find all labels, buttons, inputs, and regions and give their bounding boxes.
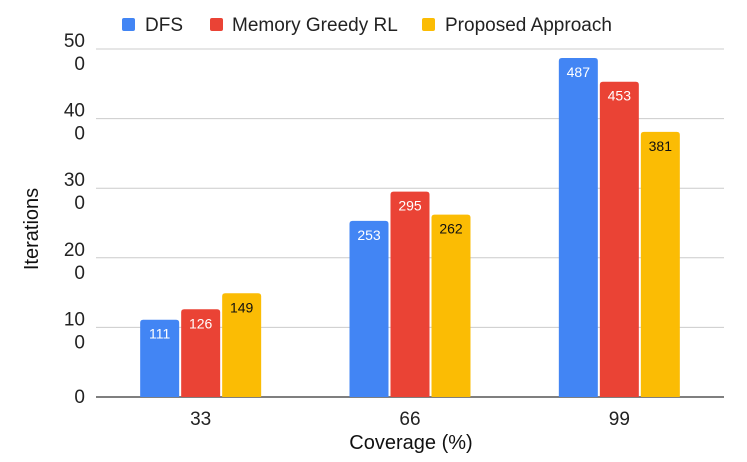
- y-tick-label: 0: [74, 124, 85, 145]
- bars: [140, 58, 680, 397]
- legend-swatch: [422, 18, 435, 31]
- bar-value-label: 295: [398, 198, 422, 214]
- y-tick-label: 30: [64, 170, 85, 191]
- legend-swatch: [122, 18, 135, 31]
- legend-swatch: [210, 18, 223, 31]
- x-tick-label: 33: [190, 409, 211, 430]
- bar: [599, 81, 639, 397]
- bar: [390, 191, 430, 397]
- y-tick-label: 0: [74, 387, 85, 408]
- bar-value-label: 149: [230, 299, 254, 315]
- legend-label: Memory Greedy RL: [232, 15, 398, 36]
- bar-value-label: 253: [357, 227, 381, 243]
- bar: [222, 293, 262, 397]
- x-tick-label: 66: [399, 409, 420, 430]
- bar-value-label: 126: [189, 315, 213, 331]
- legend-label: Proposed Approach: [445, 15, 612, 36]
- bar: [349, 220, 389, 397]
- bar: [431, 214, 471, 397]
- x-axis-ticks: 33 66 99: [190, 409, 630, 430]
- bar: [181, 309, 221, 397]
- data-labels: 111 126 149 253 295 262 487 453 381: [149, 64, 672, 342]
- y-tick-label: 0: [74, 193, 85, 214]
- y-tick-label: 10: [64, 309, 85, 330]
- bar: [558, 58, 598, 397]
- bar-value-label: 487: [567, 64, 591, 80]
- bar: [140, 319, 180, 397]
- y-axis-title: Iterations: [21, 188, 43, 270]
- y-tick-label: 0: [74, 263, 85, 284]
- x-tick-label: 99: [609, 409, 630, 430]
- bar-value-label: 453: [608, 88, 632, 104]
- y-tick-label: 40: [64, 101, 85, 122]
- y-tick-label: 0: [74, 54, 85, 75]
- legend-label: DFS: [145, 15, 183, 36]
- bar: [640, 131, 680, 397]
- legend: DFS Memory Greedy RL Proposed Approach: [122, 15, 612, 36]
- y-tick-label: 50: [64, 31, 85, 52]
- y-tick-label: 20: [64, 240, 85, 261]
- bar-value-label: 111: [149, 326, 170, 342]
- y-tick-label: 0: [74, 332, 85, 353]
- bar-value-label: 262: [439, 221, 463, 237]
- bar-value-label: 381: [649, 138, 673, 154]
- x-axis-title: Coverage (%): [349, 432, 472, 454]
